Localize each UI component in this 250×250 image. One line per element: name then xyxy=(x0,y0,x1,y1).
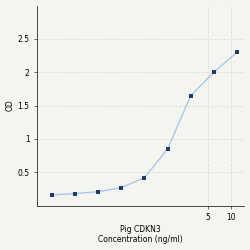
Point xyxy=(73,192,77,196)
Point xyxy=(235,50,239,54)
Point xyxy=(166,147,170,151)
Y-axis label: OD: OD xyxy=(6,100,15,112)
Point xyxy=(142,176,146,180)
Point xyxy=(50,193,54,197)
Point xyxy=(212,70,216,74)
Point xyxy=(189,94,193,98)
X-axis label: Pig CDKN3
Concentration (ng/ml): Pig CDKN3 Concentration (ng/ml) xyxy=(98,225,183,244)
Point xyxy=(96,190,100,194)
Point xyxy=(119,186,123,190)
